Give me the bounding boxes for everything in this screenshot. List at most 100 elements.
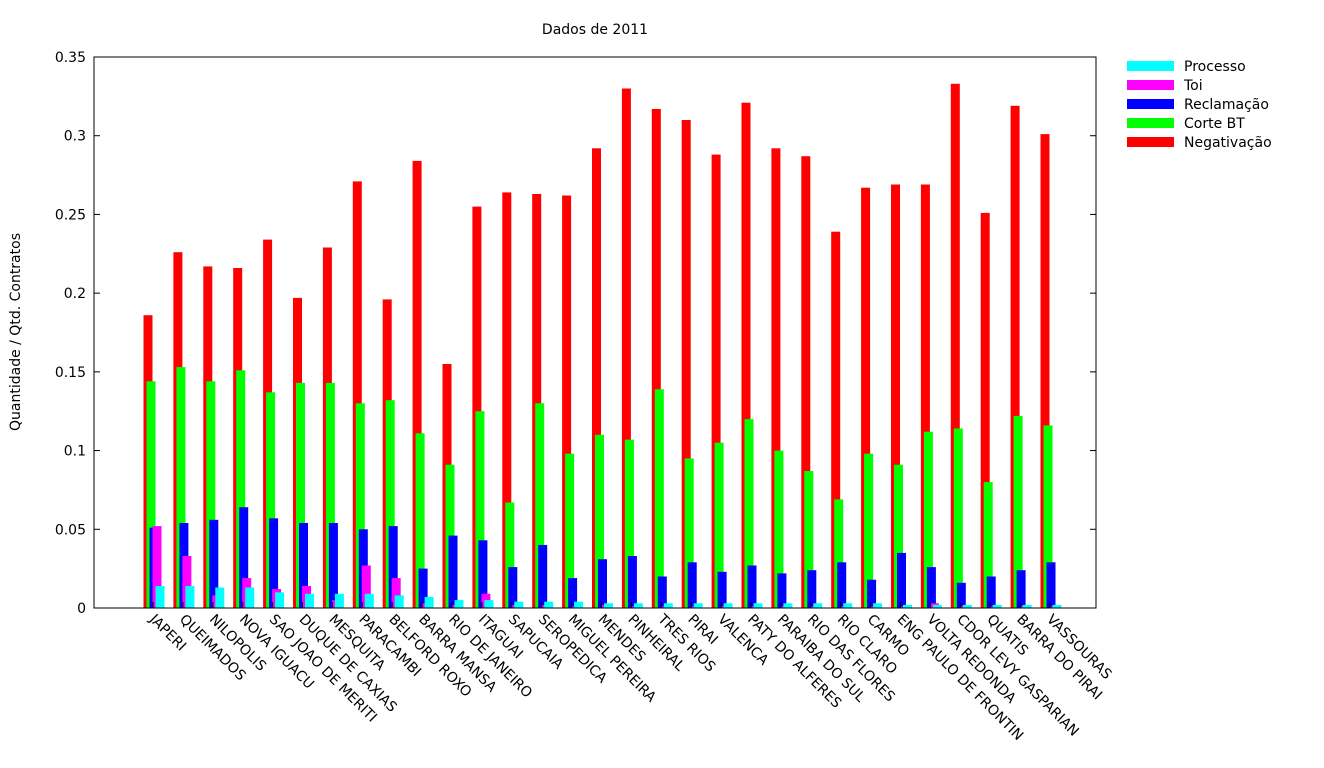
bar-reclamacao-22 xyxy=(807,570,817,608)
bar-corte-bt-20 xyxy=(744,419,754,608)
bar-processo-28 xyxy=(992,604,1002,608)
bar-reclamacao-24 xyxy=(867,579,877,608)
legend-swatch xyxy=(1127,80,1174,90)
bar-processo-27 xyxy=(962,604,972,608)
y-axis-label: Quantidade / Qtd. Contratos xyxy=(8,233,24,431)
bar-processo-17 xyxy=(663,603,673,608)
bar-corte-bt-5 xyxy=(296,382,305,608)
bar-negativacao-29 xyxy=(1010,105,1020,609)
bar-negativacao-20 xyxy=(741,102,751,608)
bar-negativacao-22 xyxy=(801,156,811,608)
bar-reclamacao-30 xyxy=(1046,562,1056,608)
bar-corte-bt-24 xyxy=(864,453,874,608)
y-tick-label: 0.15 xyxy=(55,365,86,381)
bar-negativacao-25 xyxy=(891,184,900,608)
bar-processo-22 xyxy=(813,603,823,608)
y-tick-label: 0.2 xyxy=(64,286,86,302)
bar-negativacao-18 xyxy=(681,120,691,608)
bar-processo-18 xyxy=(693,603,703,608)
y-tick-label: 0.05 xyxy=(55,522,86,538)
legend-label: Toi xyxy=(1183,78,1203,94)
plot-area-frame xyxy=(93,56,1097,609)
bar-negativacao-15 xyxy=(592,148,601,609)
bar-reclamacao-18 xyxy=(687,562,697,608)
y-tick-label: 0.3 xyxy=(64,129,86,145)
bar-corte-bt-27 xyxy=(953,428,963,608)
bar-processo-26 xyxy=(932,604,942,608)
bar-corte-bt-1 xyxy=(176,367,186,608)
bar-processo-15 xyxy=(604,603,613,608)
legend-label: Processo xyxy=(1184,59,1246,75)
y-tick-label: 0.25 xyxy=(55,207,86,223)
bar-reclamacao-29 xyxy=(1016,570,1026,608)
bar-corte-bt-0 xyxy=(146,381,156,608)
bar-negativacao-30 xyxy=(1040,134,1050,608)
bar-negativacao-11 xyxy=(472,206,482,608)
bar-reclamacao-14 xyxy=(568,578,578,608)
y-tick-label: 0.1 xyxy=(64,444,86,460)
bar-corte-bt-25 xyxy=(894,464,903,608)
bar-processo-25 xyxy=(903,604,912,608)
bar-processo-29 xyxy=(1022,604,1032,608)
bar-reclamacao-17 xyxy=(657,576,667,608)
bars-group xyxy=(143,83,1062,609)
bar-processo-11 xyxy=(484,600,494,608)
bar-reclamacao-5 xyxy=(299,523,308,608)
bar-processo-9 xyxy=(424,597,434,608)
bar-negativacao-9 xyxy=(412,160,422,608)
bar-processo-1 xyxy=(185,586,195,608)
bar-processo-21 xyxy=(783,603,793,608)
legend-label: Reclamação xyxy=(1184,97,1269,113)
bar-negativacao-12 xyxy=(502,192,512,608)
bar-reclamacao-11 xyxy=(478,540,488,608)
y-axis-ticks: 0 0.05 0.1 0.15 0.2 0.25 0.3 0.35 xyxy=(55,50,1096,617)
bar-reclamacao-2 xyxy=(209,519,219,608)
bar-toi-1 xyxy=(182,556,192,608)
bar-processo-12 xyxy=(514,601,524,608)
bar-processo-3 xyxy=(245,587,255,608)
bar-corte-bt-22 xyxy=(804,471,814,608)
bar-processo-20 xyxy=(753,603,763,608)
legend-swatch xyxy=(1127,61,1174,71)
bar-corte-bt-18 xyxy=(684,458,694,608)
bar-processo-10 xyxy=(454,600,464,608)
bar-corte-bt-8 xyxy=(385,400,395,608)
bar-toi-7 xyxy=(361,565,371,608)
bar-negativacao-21 xyxy=(771,148,781,609)
bar-reclamacao-28 xyxy=(986,576,996,608)
bar-corte-bt-29 xyxy=(1013,415,1023,608)
bar-negativacao-28 xyxy=(980,212,990,608)
bar-corte-bt-21 xyxy=(774,450,784,608)
bar-negativacao-26 xyxy=(920,184,930,608)
bar-reclamacao-12 xyxy=(508,567,518,608)
bar-corte-bt-9 xyxy=(415,433,425,608)
legend-swatch xyxy=(1127,137,1174,147)
bar-corte-bt-19 xyxy=(714,442,724,608)
bar-reclamacao-10 xyxy=(448,535,458,608)
bar-corte-bt-23 xyxy=(834,499,844,608)
bar-reclamacao-8 xyxy=(388,526,398,608)
bar-reclamacao-27 xyxy=(956,582,966,608)
bar-corte-bt-30 xyxy=(1043,425,1053,608)
bar-negativacao-13 xyxy=(532,194,542,608)
bar-corte-bt-7 xyxy=(355,403,365,608)
bar-corte-bt-3 xyxy=(236,370,246,608)
y-tick-label: 0.35 xyxy=(55,50,86,66)
bar-reclamacao-13 xyxy=(538,545,548,608)
legend-swatch xyxy=(1127,118,1174,128)
bar-toi-0 xyxy=(152,526,162,608)
bar-corte-bt-12 xyxy=(505,502,515,608)
bar-corte-bt-17 xyxy=(654,389,664,608)
bar-negativacao-7 xyxy=(352,181,362,608)
bar-reclamacao-23 xyxy=(837,562,847,608)
bar-corte-bt-4 xyxy=(266,392,276,608)
bar-toi-8 xyxy=(391,578,401,608)
bar-corte-bt-14 xyxy=(565,453,575,608)
bar-processo-5 xyxy=(305,593,314,608)
bar-processo-8 xyxy=(394,595,404,608)
bar-corte-bt-2 xyxy=(206,381,216,608)
legend-label: Negativação xyxy=(1184,135,1272,151)
bar-reclamacao-3 xyxy=(239,507,249,608)
